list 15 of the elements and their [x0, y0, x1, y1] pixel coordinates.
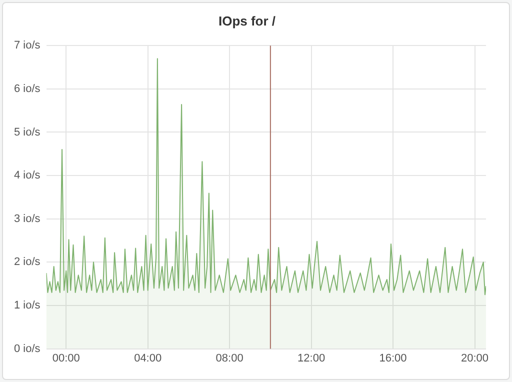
- y-tick-label: 3 io/s: [14, 212, 41, 225]
- x-tick-label: 16:00: [379, 352, 407, 364]
- y-tick-label: 2 io/s: [14, 256, 41, 268]
- y-tick-label: 4 io/s: [14, 170, 41, 182]
- x-tick-label: 04:00: [134, 352, 162, 364]
- x-tick-label: 12:00: [298, 352, 326, 364]
- x-tick-label: 00:00: [52, 352, 80, 364]
- chart-title: IOps for /: [218, 13, 276, 28]
- y-tick-label: 0 io/s: [14, 342, 41, 355]
- x-tick-label: 08:00: [216, 352, 244, 364]
- y-tick-label: 5 io/s: [14, 126, 41, 138]
- x-tick-label: 20:00: [460, 352, 489, 364]
- y-tick-label: 1 io/s: [14, 300, 41, 312]
- y-tick-label: 6 io/s: [14, 82, 41, 95]
- y-tick-label: 7 io/s: [14, 40, 41, 52]
